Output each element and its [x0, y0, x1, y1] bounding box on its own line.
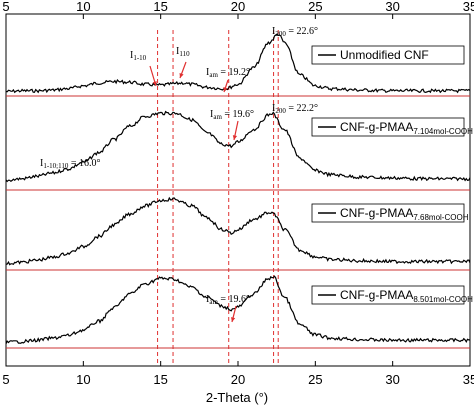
top-tick-label: 15 — [153, 0, 167, 14]
panels: Unmodified CNF CNF-g-PMAA7.104mol-COOH CNF… — [5, 26, 473, 349]
top-tick-label: 5 — [2, 0, 9, 14]
peak-label-subscript: 1-10;110 — [43, 162, 69, 170]
panel-4: CNF-g-PMAA8.501mol-COOH — [5, 275, 473, 349]
bottom-tick-label: 35 — [463, 372, 474, 387]
peak-label-subscript: 1-10 — [133, 54, 146, 62]
peak-label: I110 — [176, 46, 190, 58]
peak-arrowhead — [232, 135, 238, 140]
peak-label-value: = 16.0° — [68, 158, 100, 169]
top-tick-label: 10 — [76, 0, 90, 14]
top-tick-label: 30 — [385, 0, 399, 14]
panel-curve — [5, 275, 471, 345]
peak-label-value: = 22.2° — [286, 103, 318, 114]
panel-legend: CNF-g-PMAA7.68mol-COOH — [311, 203, 469, 223]
peak-label: I1-10;110 = 16.0° — [40, 158, 101, 170]
bottom-tick-label: 5 — [2, 372, 9, 387]
peak-label-subscript: 200 — [275, 107, 286, 115]
guide-lines — [157, 30, 279, 366]
peak-label-subscript: am — [209, 71, 218, 79]
peak-label-value: = 22.6° — [286, 26, 318, 37]
panel-1: Unmodified CNF — [5, 33, 471, 97]
legend-label: Unmodified CNF — [340, 48, 429, 62]
panel-curve — [5, 196, 471, 266]
bottom-tick-label: 15 — [153, 372, 167, 387]
peak-arrowhead — [179, 73, 184, 78]
legend-subscript: 8.501mol-COOH — [413, 295, 473, 304]
legend-box — [311, 45, 465, 65]
peak-arrowhead — [223, 87, 228, 92]
peak-label: Iam = 19.6° — [210, 109, 254, 121]
peak-label: I200 = 22.6° — [272, 26, 318, 38]
peak-arrowhead — [152, 81, 157, 86]
panel-legend: CNF-g-PMAA8.501mol-COOH — [311, 285, 473, 305]
legend-subscript: 7.104mol-COOH — [413, 127, 473, 136]
peak-arrowhead — [230, 317, 236, 322]
legend-box — [311, 117, 465, 137]
panel-legend: Unmodified CNF — [311, 45, 465, 65]
peak-label-value: = 19.2° — [218, 67, 250, 78]
peak-label-value: = 19.6° — [222, 109, 254, 120]
top-tick-label: 20 — [231, 0, 245, 14]
bottom-tick-label: 30 — [385, 372, 399, 387]
bottom-tick-label: 20 — [231, 372, 245, 387]
panel-curve — [5, 110, 471, 183]
top-tick-label: 25 — [308, 0, 322, 14]
legend-box — [311, 285, 465, 305]
peak-label-subscript: 110 — [179, 50, 190, 58]
legend-subscript: 7.68mol-COOH — [413, 213, 468, 222]
panel-3: CNF-g-PMAA7.68mol-COOH — [5, 196, 471, 271]
bottom-axis-tick-labels: 5 10 15 20 25 30 35 — [2, 372, 474, 387]
peak-label-subscript: 200 — [275, 30, 286, 38]
panel-2: CNF-g-PMAA7.104mol-COOH — [5, 110, 473, 191]
peak-label-subscript: am — [209, 298, 218, 306]
peak-label: I200 = 22.2° — [272, 103, 318, 115]
peak-label: I1-10 — [130, 50, 147, 62]
peak-label-value: = 19.6° — [218, 294, 250, 305]
peak-annotations: I1-10 I110 Iam = 19.2° I200 = 22.6° I1-10;11… — [40, 26, 318, 323]
top-axis-tick-labels: 5 10 15 20 25 30 35 — [2, 0, 474, 14]
bottom-tick-label: 25 — [308, 372, 322, 387]
panel-legend: CNF-g-PMAA7.104mol-COOH — [311, 117, 473, 137]
legend-box — [311, 203, 465, 223]
panel-curve — [5, 33, 471, 94]
bottom-tick-label: 10 — [76, 372, 90, 387]
top-tick-label: 35 — [463, 0, 474, 14]
peak-label: Iam = 19.6° — [206, 294, 250, 306]
peak-label-subscript: am — [213, 113, 222, 121]
peak-label: Iam = 19.2° — [206, 67, 250, 79]
x-axis-title: 2-Theta (°) — [206, 390, 268, 405]
